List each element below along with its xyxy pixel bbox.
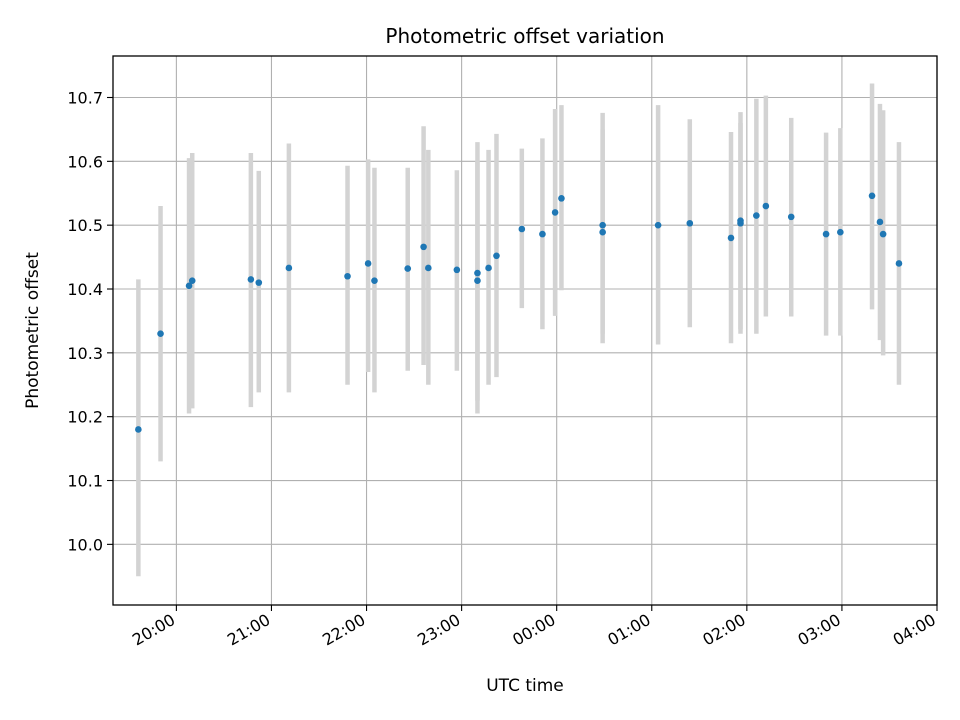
- data-point: [539, 230, 546, 238]
- data-point: [474, 277, 481, 285]
- data-point: [599, 228, 606, 236]
- data-point: [737, 219, 744, 227]
- y-tick-label: 10.2: [67, 408, 103, 427]
- y-tick-label: 10.7: [67, 88, 103, 107]
- data-point: [599, 221, 606, 229]
- data-point: [364, 260, 372, 267]
- y-tick-label: 10.6: [67, 152, 103, 171]
- data-point: [255, 279, 263, 286]
- data-point: [135, 426, 142, 433]
- data-point: [425, 264, 432, 272]
- chart-title: Photometric offset variation: [385, 24, 664, 48]
- data-point: [686, 219, 694, 227]
- data-point: [879, 230, 887, 238]
- y-tick-label: 10.3: [67, 344, 103, 363]
- data-point: [787, 213, 795, 221]
- data-point: [404, 265, 412, 272]
- data-point: [518, 225, 526, 233]
- data-point: [654, 221, 662, 229]
- data-point: [157, 330, 164, 337]
- data-point: [474, 269, 481, 277]
- y-tick-label: 10.4: [67, 280, 103, 299]
- data-point: [753, 212, 760, 219]
- data-point: [727, 234, 735, 242]
- data-point: [876, 218, 884, 226]
- plot-frame: [112, 55, 938, 606]
- data-points: [135, 192, 903, 433]
- y-axis-label: Photometric offset: [23, 252, 43, 409]
- y-tick-label: 10.1: [67, 472, 103, 491]
- data-point: [188, 277, 196, 285]
- data-point: [371, 277, 378, 285]
- data-point: [895, 260, 903, 267]
- y-tick-label: 10.0: [67, 535, 103, 554]
- data-point: [558, 195, 565, 202]
- data-point: [185, 282, 193, 290]
- data-point: [868, 192, 876, 200]
- data-point: [551, 209, 559, 216]
- data-point: [420, 243, 427, 251]
- y-tick-label: 10.5: [67, 216, 103, 235]
- data-point: [247, 276, 255, 283]
- data-point: [822, 230, 830, 238]
- data-point: [837, 228, 844, 236]
- data-point: [762, 202, 770, 210]
- data-point: [493, 252, 500, 260]
- data-point: [485, 264, 492, 272]
- data-point: [453, 266, 461, 274]
- x-axis-label: UTC time: [486, 676, 564, 696]
- data-point: [344, 272, 351, 280]
- data-point: [285, 264, 293, 272]
